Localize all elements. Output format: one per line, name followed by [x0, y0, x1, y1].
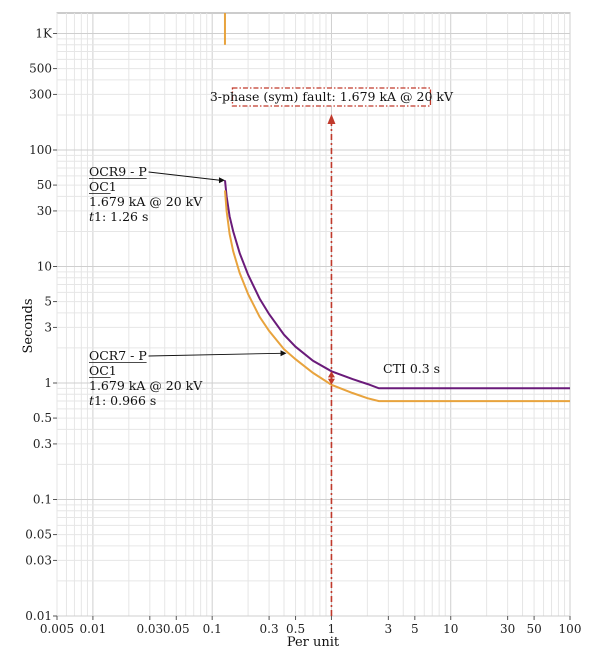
y-tick-label: 5 — [44, 295, 52, 309]
annotation-2-line-4: t1: 0.966 s — [89, 393, 156, 408]
y-tick-label: 3 — [44, 320, 52, 334]
y-tick-label: 500 — [29, 62, 52, 76]
x-axis-ticks: 0.005 0.01 0.03 0.05 0.1 0.3 0.5 1 3 5 10 30 50 100 — [40, 616, 582, 636]
annotation-1-line-3: 1.679 kA @ 20 kV — [89, 194, 203, 209]
y-tick-label: 10 — [37, 260, 52, 274]
annotation-2-leader — [148, 352, 282, 357]
x-tick-label: 0.5 — [286, 622, 305, 636]
x-tick-label: 3 — [385, 622, 393, 636]
x-tick-label: 5 — [411, 622, 419, 636]
annotation-1-leader — [148, 171, 221, 181]
y-tick-label: 50 — [37, 178, 52, 192]
fault-arrowhead — [327, 114, 336, 124]
series-line-1 — [224, 180, 570, 390]
x-axis-title: Per unit — [287, 635, 340, 650]
x-tick-label: 0.005 — [40, 622, 74, 636]
annotation-1-line-2: OC1 — [89, 179, 117, 194]
cti-arrow-top — [327, 371, 335, 378]
annotation-1-arrowhead — [218, 177, 225, 184]
x-tick-label: 0.05 — [163, 622, 190, 636]
annotation-1-line-1: OCR9 - P — [89, 164, 147, 179]
fault-marker: 3-phase (sym) fault: 1.679 kA @ 20 kV CTI… — [210, 87, 454, 616]
series-group — [223, 13, 570, 403]
y-tick-label: 0.01 — [25, 609, 52, 623]
x-tick-label: 0.03 — [136, 622, 163, 636]
y-tick-label: 0.3 — [33, 437, 52, 451]
y-tick-label: 100 — [29, 143, 52, 157]
y-tick-label: 30 — [37, 204, 52, 218]
y-tick-label: 0.03 — [25, 553, 52, 567]
annotation-1-line-4: t1: 1.26 s — [89, 209, 148, 224]
annotation-2-line-2: OC1 — [89, 363, 117, 378]
y-tick-label: 0.05 — [25, 528, 52, 542]
x-tick-label: 0.01 — [80, 622, 107, 636]
series-line-2 — [224, 190, 570, 403]
y-axis-title: Seconds — [21, 298, 36, 353]
annotation-2-arrowhead — [280, 350, 287, 357]
y-tick-label: 1 — [44, 376, 52, 390]
x-tick-label: 50 — [526, 622, 541, 636]
grid — [56, 12, 571, 617]
cti-arrow-bottom — [327, 378, 335, 385]
y-tick-label: 0.5 — [33, 411, 52, 425]
cti-label: CTI 0.3 s — [383, 361, 440, 376]
fault-label-box — [231, 87, 432, 107]
x-tick-label: 30 — [500, 622, 515, 636]
y-tick-label: 0.1 — [33, 493, 52, 507]
fault-label: 3-phase (sym) fault: 1.679 kA @ 20 kV — [210, 89, 454, 104]
x-tick-label: 0.3 — [260, 622, 279, 636]
x-tick-label: 10 — [443, 622, 458, 636]
annotation-2-line-3: 1.679 kA @ 20 kV — [89, 378, 203, 393]
y-axis-ticks: 1K 500 300 100 50 30 10 5 3 1 0.5 0.3 0.1 0.05 0.03 0.0… — [25, 27, 57, 623]
y-tick-label: 1K — [35, 27, 53, 41]
x-tick-label: 0.1 — [203, 622, 222, 636]
annotation-2-line-1: OCR7 - P — [89, 348, 147, 363]
x-tick-label: 100 — [559, 622, 582, 636]
y-tick-label: 300 — [29, 87, 52, 101]
x-tick-label: 1 — [328, 622, 336, 636]
